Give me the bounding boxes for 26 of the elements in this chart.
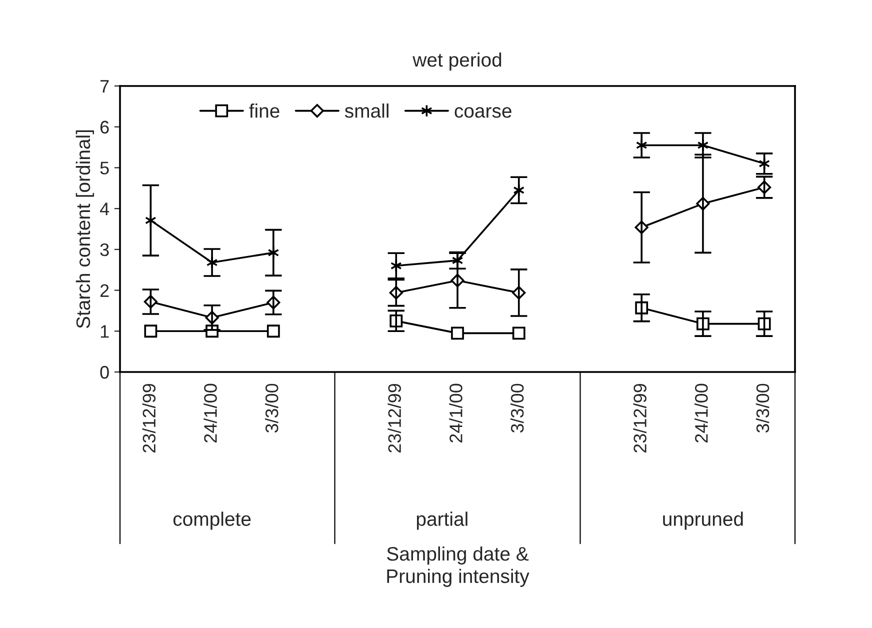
text: partial (416, 512, 468, 530)
x-tick-label: 23/12/99 (142, 384, 156, 452)
x-tick-label: 3/3/00 (264, 384, 278, 433)
y-tick-label: 4 (100, 202, 110, 216)
x-tick-label: 23/12/99 (633, 384, 646, 452)
x-tick-label: 24/1/00 (204, 384, 217, 442)
x-tick-label: 24/1/00 (694, 384, 708, 442)
y-tick-label: 7 (100, 80, 109, 93)
y-axis-title: Starch content [ordinal] (76, 130, 94, 328)
y-tick-label: 5 (100, 162, 109, 174)
text: complete (173, 512, 251, 530)
x-tick-label: 3/3/00 (756, 384, 770, 433)
legend-label: small (344, 104, 388, 118)
y-tick-label: 2 (100, 284, 109, 297)
x-tick-label: 24/1/00 (449, 384, 462, 442)
x-tick-label: 3/3/00 (510, 384, 524, 433)
y-tick-label: 3 (100, 243, 109, 256)
legend-label: fine (249, 104, 280, 118)
text: unpruned (663, 512, 743, 530)
y-tick-label: 6 (100, 120, 109, 134)
y-tick-label: 1 (100, 325, 109, 338)
y-tick-label: 0 (100, 366, 109, 379)
legend-label: coarse (454, 107, 512, 118)
x-tick-label: 23/12/99 (388, 384, 401, 452)
chart-title: wet period (412, 52, 502, 71)
x-axis-title: Sampling date & Pruning intensity (387, 546, 530, 587)
